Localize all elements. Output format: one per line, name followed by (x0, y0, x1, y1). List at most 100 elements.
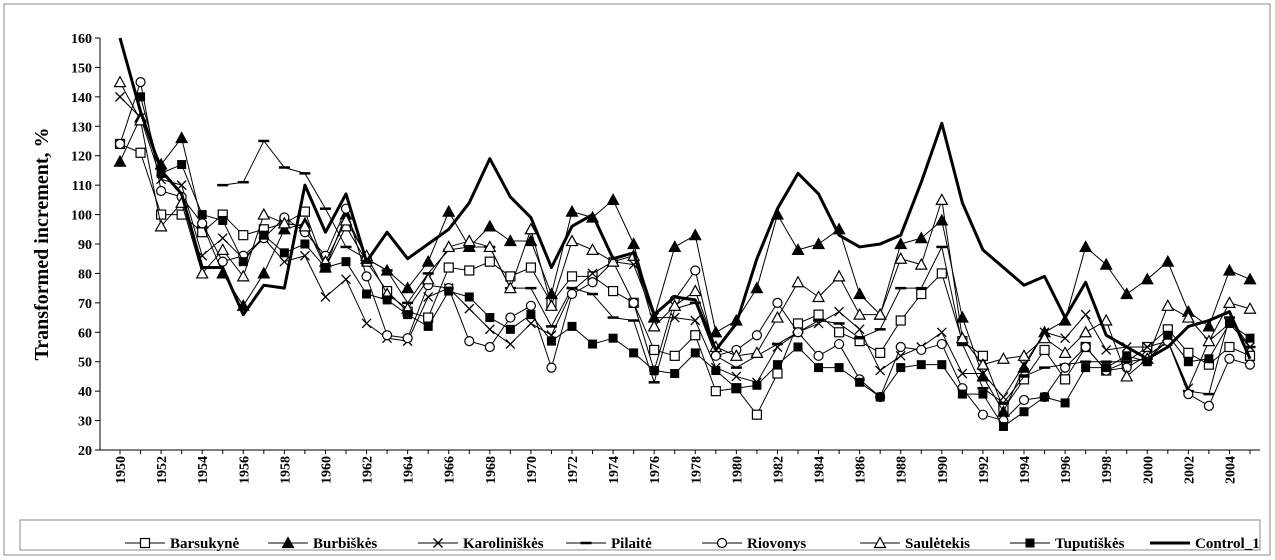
data-point (277, 222, 291, 235)
data-point (175, 131, 189, 144)
data-point (382, 295, 392, 305)
legend-marker (1025, 538, 1035, 548)
data-point (875, 392, 885, 402)
data-point (525, 318, 536, 329)
series-line (119, 96, 1251, 398)
data-point (341, 257, 351, 267)
y-tick-label: 50 (78, 356, 92, 371)
data-point (916, 360, 926, 370)
data-point (1243, 272, 1257, 285)
data-point (1059, 374, 1071, 385)
data-point (1019, 407, 1029, 417)
data-point (750, 281, 764, 294)
data-point (361, 318, 372, 329)
data-point (362, 289, 372, 299)
data-point (238, 230, 249, 241)
data-point (669, 350, 680, 361)
data-point (629, 348, 639, 358)
data-point (875, 365, 886, 376)
data-point (464, 303, 475, 314)
data-point (567, 321, 577, 331)
data-point (1203, 400, 1215, 411)
data-point (1222, 263, 1236, 276)
data-point (1202, 334, 1216, 347)
data-point (1017, 349, 1031, 361)
x-tick-label: 2002 (1182, 456, 1197, 484)
data-point (1079, 325, 1093, 338)
data-point (546, 362, 557, 373)
data-point (403, 310, 413, 320)
data-point (668, 299, 682, 311)
data-point (136, 92, 146, 102)
data-point (443, 262, 454, 273)
data-point (1183, 388, 1194, 400)
data-point (503, 234, 517, 247)
data-point (1058, 313, 1072, 326)
data-point (976, 357, 990, 370)
data-point (1140, 272, 1154, 285)
legend-frame (19, 519, 1261, 551)
data-point (464, 336, 475, 347)
data-point (135, 77, 146, 88)
data-point (484, 256, 495, 267)
data-point (1245, 333, 1255, 343)
x-tick-label: 1982 (771, 456, 786, 484)
data-point (854, 324, 865, 335)
data-point (505, 312, 516, 323)
legend-marker (139, 537, 151, 549)
data-point (914, 231, 928, 244)
data-point (544, 299, 558, 311)
data-point (257, 266, 271, 279)
data-point (978, 389, 988, 399)
data-point (1204, 354, 1214, 364)
y-tick-label: 140 (71, 91, 92, 106)
x-tick-label: 1972 (566, 456, 581, 484)
data-point (608, 333, 618, 343)
data-point (916, 288, 927, 300)
data-point (115, 91, 125, 102)
data-point (751, 409, 763, 420)
data-point (813, 309, 824, 320)
chart-frame (3, 3, 1271, 556)
data-point (1079, 240, 1093, 253)
data-point (483, 219, 497, 232)
data-point (525, 262, 537, 273)
data-point (649, 344, 660, 356)
x-tick-label: 1994 (1018, 456, 1033, 484)
data-point (935, 193, 949, 205)
data-point (442, 240, 456, 253)
data-point (277, 216, 291, 229)
data-point (135, 147, 146, 158)
data-point (690, 330, 701, 341)
data-point (257, 207, 271, 220)
x-tick-label: 1970 (525, 456, 540, 484)
data-point (1101, 363, 1111, 373)
data-point (1018, 394, 1030, 406)
data-point (485, 313, 495, 323)
data-point (197, 218, 208, 229)
data-point (1120, 369, 1134, 382)
x-tick-label: 2004 (1223, 456, 1238, 484)
data-point (381, 330, 393, 341)
data-point (421, 272, 435, 285)
data-point (853, 307, 867, 320)
data-point (1018, 374, 1030, 385)
data-point (1039, 344, 1050, 356)
data-point (936, 268, 947, 279)
data-point (1202, 319, 1216, 332)
data-point (546, 336, 556, 346)
y-tick-label: 150 (71, 61, 92, 76)
legend-label: Burbiškės (313, 536, 377, 552)
data-point (586, 243, 600, 255)
data-point (1060, 398, 1070, 408)
legend-label: Pilaitė (611, 536, 652, 552)
data-point (1181, 310, 1195, 323)
data-point (1080, 309, 1091, 320)
data-point (792, 318, 804, 329)
legend-marker (433, 538, 443, 548)
x-tick-label: 1986 (854, 456, 869, 484)
data-point (442, 204, 456, 217)
data-point (752, 380, 762, 390)
data-point (1120, 287, 1134, 300)
data-point (937, 360, 947, 370)
